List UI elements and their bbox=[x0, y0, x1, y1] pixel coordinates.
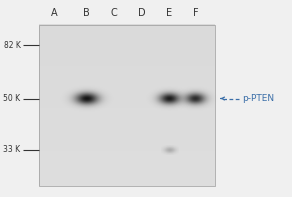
Bar bbox=[39, 25, 215, 186]
Text: B: B bbox=[83, 8, 90, 18]
Text: 82 K: 82 K bbox=[4, 41, 20, 50]
Text: 50 K: 50 K bbox=[3, 94, 20, 103]
Text: p-PTEN: p-PTEN bbox=[242, 94, 274, 103]
Text: A: A bbox=[51, 8, 57, 18]
Text: C: C bbox=[110, 8, 117, 18]
Text: E: E bbox=[166, 8, 172, 18]
Text: F: F bbox=[193, 8, 199, 18]
Text: 33 K: 33 K bbox=[3, 145, 20, 154]
Text: D: D bbox=[138, 8, 145, 18]
